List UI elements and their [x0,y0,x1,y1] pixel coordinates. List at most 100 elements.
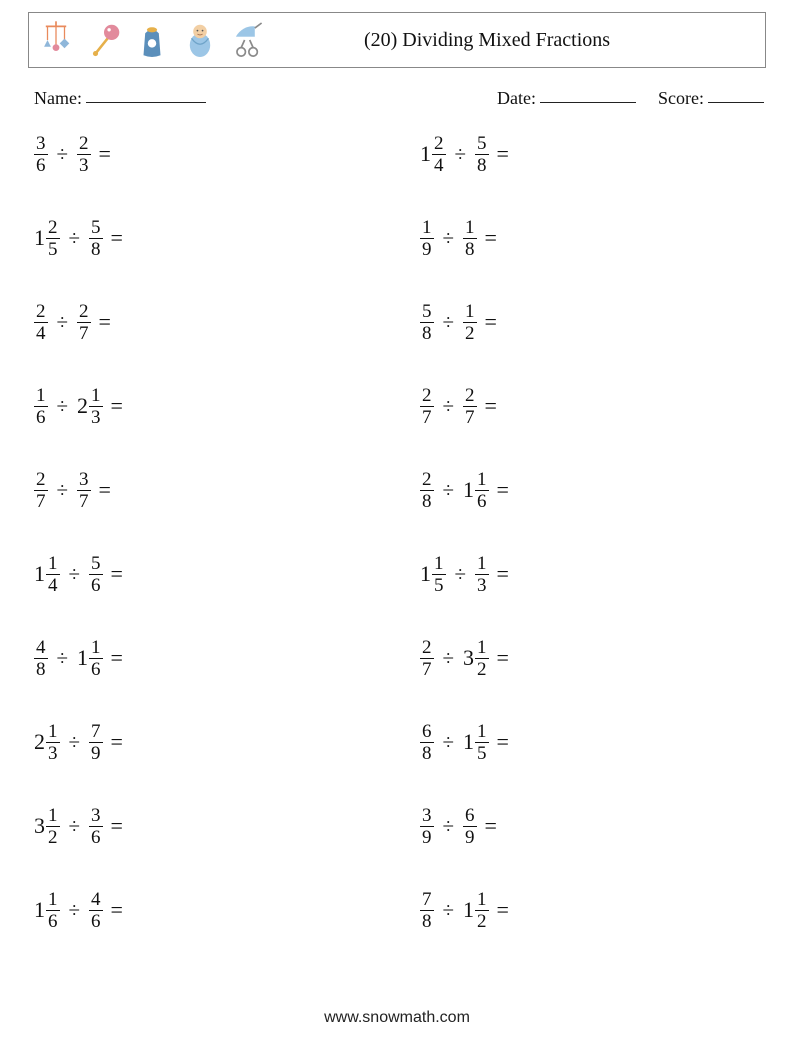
header-bar: (20) Dividing Mixed Fractions [28,12,766,68]
fraction: 13 [46,722,60,763]
fraction: 12 [475,638,489,679]
fraction: 14 [46,554,60,595]
fraction: 69 [463,806,477,847]
fraction: 58 [420,302,434,343]
division-sign: ÷ [446,562,476,587]
whole-part: 1 [34,561,46,587]
date-blank[interactable] [540,88,636,103]
problem: 36÷23= [34,129,380,179]
fraction: 15 [432,554,446,595]
stroller-icon [231,21,265,59]
division-sign: ÷ [434,226,464,251]
equals-sign: = [103,729,123,755]
fraction: 27 [77,302,91,343]
equals-sign: = [91,477,111,503]
problem: 19÷18= [420,213,766,263]
equals-sign: = [489,897,509,923]
problem: 213÷79= [34,717,380,767]
problem: 27÷27= [420,381,766,431]
fraction: 15 [475,722,489,763]
division-sign: ÷ [434,814,464,839]
whole-part: 1 [463,729,475,755]
whole-part: 1 [463,477,475,503]
fraction: 79 [89,722,103,763]
fraction: 18 [463,218,477,259]
fraction: 16 [46,890,60,931]
whole-part: 3 [463,645,475,671]
whole-part: 2 [34,729,46,755]
name-blank[interactable] [86,88,206,103]
division-sign: ÷ [434,730,464,755]
equals-sign: = [477,393,497,419]
equals-sign: = [477,309,497,335]
whole-part: 2 [77,393,89,419]
score-blank[interactable] [708,88,764,103]
fraction: 27 [34,470,48,511]
fraction: 16 [89,638,103,679]
fraction: 56 [89,554,103,595]
fraction: 39 [420,806,434,847]
division-sign: ÷ [434,898,464,923]
fraction: 36 [34,134,48,175]
problem: 27÷37= [34,465,380,515]
division-sign: ÷ [48,394,78,419]
whole-part: 1 [77,645,89,671]
division-sign: ÷ [48,310,78,335]
problem: 68÷115= [420,717,766,767]
equals-sign: = [103,393,123,419]
fraction: 24 [34,302,48,343]
equals-sign: = [103,225,123,251]
fraction: 25 [46,218,60,259]
fraction: 19 [420,218,434,259]
problem: 39÷69= [420,801,766,851]
fraction: 13 [89,386,103,427]
problem: 24÷27= [34,297,380,347]
equals-sign: = [477,813,497,839]
mobile-icon [39,21,73,59]
division-sign: ÷ [60,898,90,923]
footer-link[interactable]: www.snowmath.com [0,1009,794,1027]
worksheet-title: (20) Dividing Mixed Fractions [265,29,755,52]
equals-sign: = [103,645,123,671]
fraction: 68 [420,722,434,763]
baby-icon [183,21,217,59]
equals-sign: = [103,561,123,587]
division-sign: ÷ [434,646,464,671]
equals-sign: = [489,477,509,503]
division-sign: ÷ [48,478,78,503]
problem: 27÷312= [420,633,766,683]
fraction: 12 [46,806,60,847]
problem: 48÷116= [34,633,380,683]
equals-sign: = [489,141,509,167]
meta-row: Name: Date: Score: [28,88,766,123]
division-sign: ÷ [60,814,90,839]
fraction: 23 [77,134,91,175]
division-sign: ÷ [60,226,90,251]
fraction: 16 [475,470,489,511]
problem: 116÷46= [34,885,380,935]
whole-part: 1 [34,225,46,251]
fraction: 28 [420,470,434,511]
fraction: 24 [432,134,446,175]
header-icons [39,21,265,59]
problems-grid: 36÷23=124÷58=125÷58=19÷18=24÷27=58÷12=16… [28,123,766,935]
fraction: 37 [77,470,91,511]
equals-sign: = [489,645,509,671]
fraction: 48 [34,638,48,679]
problem: 115÷13= [420,549,766,599]
fraction: 27 [420,638,434,679]
whole-part: 1 [34,897,46,923]
division-sign: ÷ [60,562,90,587]
fraction: 16 [34,386,48,427]
equals-sign: = [489,561,509,587]
whole-part: 1 [420,561,432,587]
problem: 16÷213= [34,381,380,431]
whole-part: 3 [34,813,46,839]
division-sign: ÷ [48,646,78,671]
problem: 125÷58= [34,213,380,263]
fraction: 27 [463,386,477,427]
division-sign: ÷ [48,142,78,167]
division-sign: ÷ [434,478,464,503]
equals-sign: = [477,225,497,251]
division-sign: ÷ [434,394,464,419]
